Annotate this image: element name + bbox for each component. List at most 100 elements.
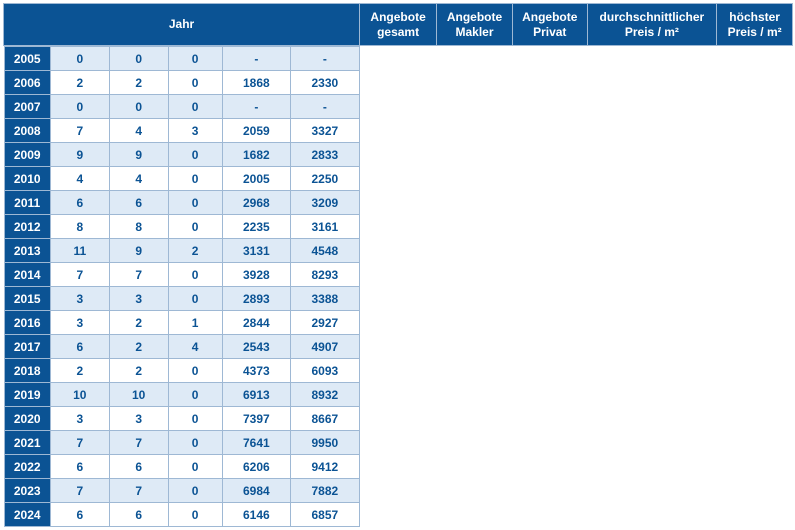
col-total: Angebote gesamt [360, 4, 437, 46]
cell-makler: 6 [109, 191, 168, 215]
cell-makler: 7 [109, 263, 168, 287]
cell-max: 9412 [291, 455, 360, 479]
table-row: 202466061466857 [4, 503, 359, 527]
table-row: 200622018682330 [4, 71, 359, 95]
table-row: 201632128442927 [4, 311, 359, 335]
col-avg-price: durchschnittlicher Preis / m² [587, 4, 717, 46]
cell-max: 2330 [291, 71, 360, 95]
cell-max: 3327 [291, 119, 360, 143]
table-row: 202266062069412 [4, 455, 359, 479]
cell-privat: 0 [168, 263, 222, 287]
cell-total: 6 [50, 191, 109, 215]
cell-avg: 2059 [222, 119, 290, 143]
cell-year: 2019 [4, 383, 50, 407]
col-max-price: höchster Preis / m² [717, 4, 793, 46]
cell-avg: - [222, 47, 290, 71]
table-row: 202377069847882 [4, 479, 359, 503]
cell-privat: 0 [168, 167, 222, 191]
cell-total: 0 [50, 47, 109, 71]
cell-year: 2012 [4, 215, 50, 239]
cell-privat: 0 [168, 47, 222, 71]
cell-avg: 2893 [222, 287, 290, 311]
cell-year: 2015 [4, 287, 50, 311]
cell-year: 2016 [4, 311, 50, 335]
cell-max: 3161 [291, 215, 360, 239]
cell-privat: 1 [168, 311, 222, 335]
cell-makler: 0 [109, 95, 168, 119]
cell-avg: 1868 [222, 71, 290, 95]
cell-year: 2023 [4, 479, 50, 503]
table-row: 200999016822833 [4, 143, 359, 167]
cell-max: 8667 [291, 407, 360, 431]
cell-avg: 2543 [222, 335, 290, 359]
cell-avg: 6206 [222, 455, 290, 479]
cell-privat: 0 [168, 407, 222, 431]
table-row: 201044020052250 [4, 167, 359, 191]
table-row: 2007000-- [4, 95, 359, 119]
col-makler: Angebote Makler [437, 4, 513, 46]
cell-year: 2006 [4, 71, 50, 95]
cell-makler: 6 [109, 455, 168, 479]
cell-makler: 3 [109, 287, 168, 311]
cell-avg: 2968 [222, 191, 290, 215]
cell-privat: 4 [168, 335, 222, 359]
cell-avg: 6146 [222, 503, 290, 527]
cell-max: 8932 [291, 383, 360, 407]
cell-total: 6 [50, 503, 109, 527]
cell-privat: 2 [168, 239, 222, 263]
cell-total: 6 [50, 455, 109, 479]
cell-makler: 2 [109, 71, 168, 95]
cell-max: - [291, 95, 360, 119]
cell-privat: 0 [168, 215, 222, 239]
table-body: 2005000--2006220186823302007000--2008743… [4, 46, 360, 527]
cell-avg: 2005 [222, 167, 290, 191]
cell-avg: 6984 [222, 479, 290, 503]
table-row: 202033073978667 [4, 407, 359, 431]
cell-makler: 7 [109, 479, 168, 503]
cell-max: 9950 [291, 431, 360, 455]
pricing-table: Jahr Angebote gesamt Angebote Makler Ang… [3, 3, 793, 527]
cell-total: 10 [50, 383, 109, 407]
cell-makler: 4 [109, 167, 168, 191]
col-privat: Angebote Privat [512, 4, 587, 46]
cell-privat: 0 [168, 143, 222, 167]
cell-total: 0 [50, 95, 109, 119]
col-year: Jahr [4, 4, 360, 46]
cell-year: 2020 [4, 407, 50, 431]
table-row: 201822043736093 [4, 359, 359, 383]
table-row: 202177076419950 [4, 431, 359, 455]
cell-year: 2014 [4, 263, 50, 287]
table-row: 20191010069138932 [4, 383, 359, 407]
table-row: 201477039288293 [4, 263, 359, 287]
cell-total: 7 [50, 263, 109, 287]
cell-makler: 2 [109, 311, 168, 335]
cell-privat: 0 [168, 359, 222, 383]
cell-total: 7 [50, 119, 109, 143]
cell-avg: 7397 [222, 407, 290, 431]
cell-privat: 0 [168, 383, 222, 407]
cell-max: 4548 [291, 239, 360, 263]
cell-max: 6857 [291, 503, 360, 527]
table-header-row: Jahr Angebote gesamt Angebote Makler Ang… [4, 4, 793, 46]
cell-max: 3388 [291, 287, 360, 311]
table-row: 201762425434907 [4, 335, 359, 359]
cell-privat: 0 [168, 479, 222, 503]
table-row: 201166029683209 [4, 191, 359, 215]
table-row: 200874320593327 [4, 119, 359, 143]
cell-year: 2018 [4, 359, 50, 383]
cell-avg: 2844 [222, 311, 290, 335]
cell-privat: 0 [168, 503, 222, 527]
cell-total: 4 [50, 167, 109, 191]
cell-makler: 6 [109, 503, 168, 527]
cell-total: 9 [50, 143, 109, 167]
table-row: 201288022353161 [4, 215, 359, 239]
cell-makler: 0 [109, 47, 168, 71]
cell-max: 2833 [291, 143, 360, 167]
table-row: 2013119231314548 [4, 239, 359, 263]
cell-total: 8 [50, 215, 109, 239]
cell-avg: 7641 [222, 431, 290, 455]
cell-year: 2024 [4, 503, 50, 527]
cell-makler: 10 [109, 383, 168, 407]
cell-max: 3209 [291, 191, 360, 215]
cell-avg: 3928 [222, 263, 290, 287]
